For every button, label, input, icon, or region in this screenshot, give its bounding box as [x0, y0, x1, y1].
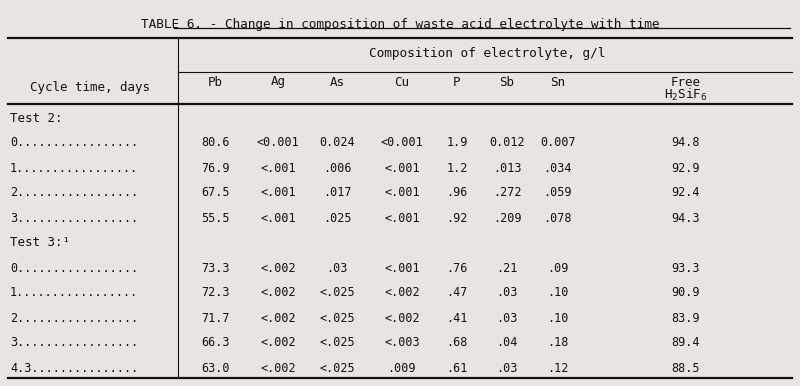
Text: .92: .92 — [446, 212, 468, 225]
Text: <.001: <.001 — [384, 212, 420, 225]
Text: 92.4: 92.4 — [672, 186, 700, 200]
Text: 3.................: 3................. — [10, 212, 138, 225]
Text: <.002: <.002 — [260, 337, 296, 349]
Text: Ag: Ag — [270, 76, 286, 88]
Text: <.001: <.001 — [384, 161, 420, 174]
Text: .04: .04 — [496, 337, 518, 349]
Text: 92.9: 92.9 — [672, 161, 700, 174]
Text: 76.9: 76.9 — [201, 161, 230, 174]
Text: .10: .10 — [547, 286, 569, 300]
Text: .013: .013 — [493, 161, 522, 174]
Text: .76: .76 — [446, 261, 468, 274]
Text: .10: .10 — [547, 312, 569, 325]
Text: .18: .18 — [547, 337, 569, 349]
Text: <.002: <.002 — [260, 362, 296, 374]
Text: Pb: Pb — [207, 76, 222, 88]
Text: <0.001: <0.001 — [381, 137, 423, 149]
Text: Test 2:: Test 2: — [10, 112, 62, 125]
Text: <.002: <.002 — [384, 286, 420, 300]
Text: <.025: <.025 — [319, 286, 355, 300]
Text: 83.9: 83.9 — [672, 312, 700, 325]
Text: .078: .078 — [544, 212, 572, 225]
Text: 94.8: 94.8 — [672, 137, 700, 149]
Text: <.002: <.002 — [260, 286, 296, 300]
Text: 73.3: 73.3 — [201, 261, 230, 274]
Text: 63.0: 63.0 — [201, 362, 230, 374]
Text: .47: .47 — [446, 286, 468, 300]
Text: 1.9: 1.9 — [446, 137, 468, 149]
Text: Free: Free — [671, 76, 701, 88]
Text: .006: .006 — [322, 161, 351, 174]
Text: .209: .209 — [493, 212, 522, 225]
Text: 0.024: 0.024 — [319, 137, 355, 149]
Text: <.002: <.002 — [384, 312, 420, 325]
Text: .21: .21 — [496, 261, 518, 274]
Text: 80.6: 80.6 — [201, 137, 230, 149]
Text: 66.3: 66.3 — [201, 337, 230, 349]
Text: 71.7: 71.7 — [201, 312, 230, 325]
Text: .009: .009 — [388, 362, 416, 374]
Text: 72.3: 72.3 — [201, 286, 230, 300]
Text: <.001: <.001 — [384, 261, 420, 274]
Text: <.001: <.001 — [260, 186, 296, 200]
Text: Sn: Sn — [550, 76, 566, 88]
Text: .034: .034 — [544, 161, 572, 174]
Text: 0.................: 0................. — [10, 261, 138, 274]
Text: As: As — [330, 76, 345, 88]
Text: 2.................: 2................. — [10, 312, 138, 325]
Text: Cu: Cu — [394, 76, 410, 88]
Text: 1.................: 1................. — [10, 286, 138, 300]
Text: <.025: <.025 — [319, 312, 355, 325]
Text: <.002: <.002 — [260, 312, 296, 325]
Text: 88.5: 88.5 — [672, 362, 700, 374]
Text: 93.3: 93.3 — [672, 261, 700, 274]
Text: <.001: <.001 — [384, 186, 420, 200]
Text: 1.2: 1.2 — [446, 161, 468, 174]
Text: 94.3: 94.3 — [672, 212, 700, 225]
Text: .025: .025 — [322, 212, 351, 225]
Text: .09: .09 — [547, 261, 569, 274]
Text: Sb: Sb — [499, 76, 514, 88]
Text: 3.................: 3................. — [10, 337, 138, 349]
Text: Cycle time, days: Cycle time, days — [30, 81, 150, 95]
Text: 2.................: 2................. — [10, 186, 138, 200]
Text: 4.3...............: 4.3............... — [10, 362, 138, 374]
Text: 89.4: 89.4 — [672, 337, 700, 349]
Text: .03: .03 — [326, 261, 348, 274]
Text: <.002: <.002 — [260, 261, 296, 274]
Text: 90.9: 90.9 — [672, 286, 700, 300]
Text: 1.................: 1................. — [10, 161, 138, 174]
Text: <.025: <.025 — [319, 362, 355, 374]
Text: Composition of electrolyte, g/l: Composition of electrolyte, g/l — [369, 46, 605, 59]
Text: .96: .96 — [446, 186, 468, 200]
Text: .017: .017 — [322, 186, 351, 200]
Text: .03: .03 — [496, 362, 518, 374]
Text: TABLE 6. - Change in composition of waste acid electrolyte with time: TABLE 6. - Change in composition of wast… — [141, 18, 659, 31]
Text: 0.007: 0.007 — [540, 137, 576, 149]
Text: P: P — [454, 76, 461, 88]
Text: <.001: <.001 — [260, 212, 296, 225]
Text: <.003: <.003 — [384, 337, 420, 349]
Text: .12: .12 — [547, 362, 569, 374]
Text: 0.012: 0.012 — [489, 137, 525, 149]
Text: .272: .272 — [493, 186, 522, 200]
Text: .41: .41 — [446, 312, 468, 325]
Text: .059: .059 — [544, 186, 572, 200]
Text: H$_2$SiF$_6$: H$_2$SiF$_6$ — [664, 87, 708, 103]
Text: <.025: <.025 — [319, 337, 355, 349]
Text: 0.................: 0................. — [10, 137, 138, 149]
Text: Test 3:¹: Test 3:¹ — [10, 237, 70, 249]
Text: .61: .61 — [446, 362, 468, 374]
Text: 55.5: 55.5 — [201, 212, 230, 225]
Text: .03: .03 — [496, 286, 518, 300]
Text: .68: .68 — [446, 337, 468, 349]
Text: .03: .03 — [496, 312, 518, 325]
Text: 67.5: 67.5 — [201, 186, 230, 200]
Text: <.001: <.001 — [260, 161, 296, 174]
Text: <0.001: <0.001 — [257, 137, 299, 149]
